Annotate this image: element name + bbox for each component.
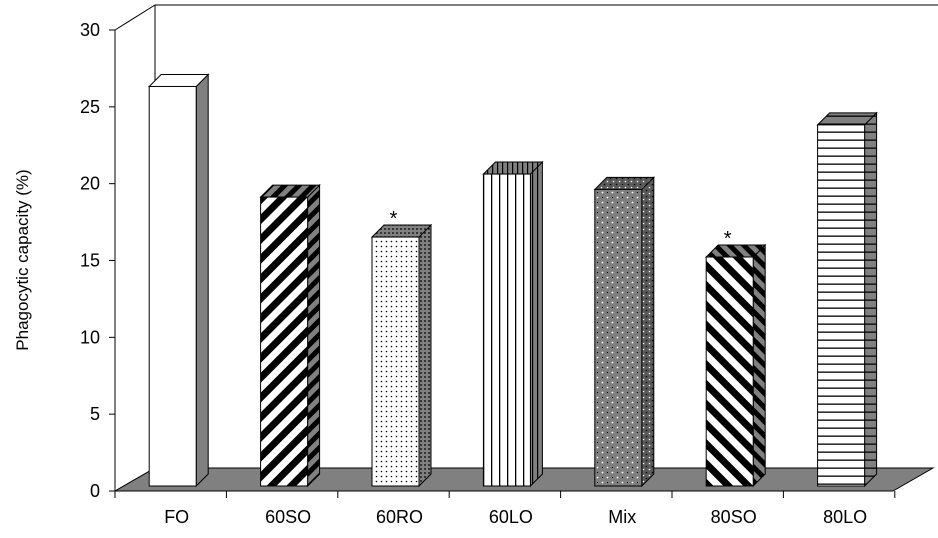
bar-front-face (817, 124, 866, 487)
y-tick-label: 30 (80, 20, 100, 40)
x-tick-label: FO (164, 507, 189, 527)
bar-front-face (148, 85, 197, 487)
x-tick-label: 80SO (711, 507, 757, 527)
x-axis-ticks: FO 60SO 60RO 60LO Mix 80SO 80LO (114, 491, 896, 527)
significance-marker: * (390, 208, 398, 230)
bar-80lo (816, 111, 878, 488)
x-tick-label: 80LO (823, 507, 867, 527)
bar-side-face (418, 223, 432, 488)
bar-front-face (260, 196, 309, 487)
bar-side-face (752, 243, 766, 488)
bar-side-face (641, 176, 655, 488)
bar-front-face (482, 173, 531, 487)
bar-fo (147, 73, 210, 488)
y-axis-ticks: 0 5 10 15 20 25 30 (80, 20, 115, 501)
bar-front-face (705, 256, 754, 487)
bar-60ro: * (370, 208, 433, 488)
y-tick-label: 5 (90, 404, 100, 424)
y-tick-label: 10 (80, 327, 100, 347)
bars-layer: ** (147, 73, 878, 488)
bar-80so: * (704, 228, 767, 488)
bar-front-face (371, 236, 420, 487)
y-tick-label: 20 (80, 174, 100, 194)
significance-marker: * (724, 228, 732, 250)
x-tick-label: 60SO (265, 507, 311, 527)
bar-60lo (482, 160, 544, 488)
y-tick-label: 15 (80, 251, 100, 271)
y-axis-label: Phagocytic capacity (%) (13, 169, 32, 350)
bar-mix (593, 176, 656, 488)
y-tick-label: 25 (80, 97, 100, 117)
bar-side-face (195, 73, 209, 488)
bar-side-face (529, 160, 543, 488)
x-tick-label: Mix (608, 507, 636, 527)
bar-front-face (594, 188, 643, 487)
x-tick-label: 60RO (376, 507, 423, 527)
bar-side-face (864, 111, 878, 488)
x-tick-label: 60LO (489, 507, 533, 527)
y-tick-label: 0 (90, 481, 100, 501)
bar-side-face (307, 183, 321, 488)
bar-60so (259, 183, 321, 488)
